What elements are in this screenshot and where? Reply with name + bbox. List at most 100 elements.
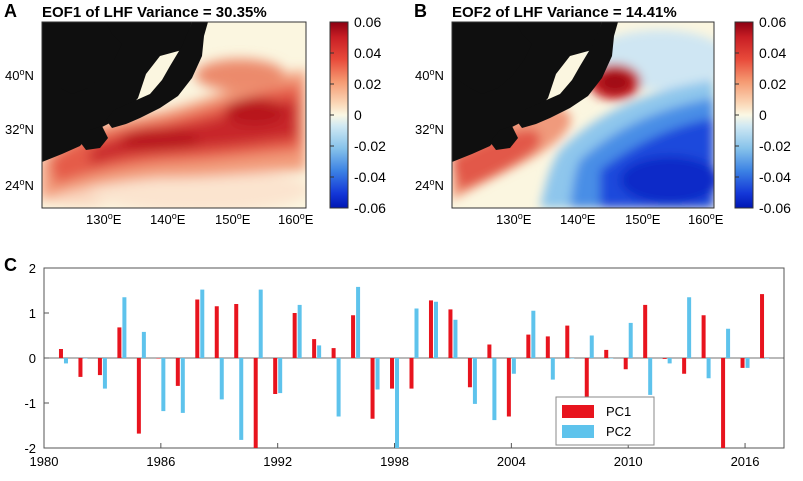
bar-pc1-2016 bbox=[740, 358, 745, 368]
bar-pc2-2012 bbox=[667, 358, 672, 364]
legend-label-pc2: PC2 bbox=[606, 424, 631, 439]
lat-label-24n-b: 24oN bbox=[415, 177, 444, 193]
lat-label-24n: 24oN bbox=[5, 177, 34, 193]
lon-label-150e-b: 150oE bbox=[625, 211, 661, 227]
colorbar-a-tick-label: 0.06 bbox=[354, 14, 381, 30]
x-tick-label: 1992 bbox=[263, 454, 292, 469]
x-tick-label: 2004 bbox=[497, 454, 526, 469]
bar-pc1-1986 bbox=[156, 358, 161, 359]
bar-pc2-1989 bbox=[219, 358, 224, 400]
bar-pc1-1983 bbox=[97, 358, 102, 376]
colorbar-a-tick-label: 0.04 bbox=[354, 45, 381, 61]
y-tick-label: 2 bbox=[29, 261, 36, 276]
bar-pc2-1987 bbox=[180, 358, 185, 413]
bar-pc2-1984 bbox=[122, 297, 127, 358]
bar-pc2-2015 bbox=[726, 328, 731, 358]
bar-pc1-1995 bbox=[331, 348, 336, 358]
lon-label-130e-b: 130oE bbox=[496, 211, 532, 227]
bar-pc1-2001 bbox=[448, 309, 453, 358]
bar-pc2-2005 bbox=[531, 310, 536, 358]
bar-pc1-2002 bbox=[467, 358, 472, 388]
bar-pc1-1996 bbox=[351, 315, 356, 358]
lon-label-160e-b: 160oE bbox=[688, 211, 724, 227]
legend: PC1 PC2 bbox=[555, 396, 655, 446]
bar-pc1-2015 bbox=[721, 358, 726, 448]
colorbar-b-tick-label: -0.02 bbox=[759, 138, 791, 154]
y-tick-label: -2 bbox=[24, 441, 36, 456]
bar-pc1-1997 bbox=[370, 358, 375, 419]
bar-pc2-1991 bbox=[258, 289, 263, 358]
colorbar-a-tick-label: -0.04 bbox=[354, 169, 386, 185]
bar-pc1-2013 bbox=[682, 358, 687, 374]
bar-pc2-2017 bbox=[765, 358, 770, 359]
pc-bars bbox=[58, 286, 770, 448]
y-tick-label: 0 bbox=[29, 351, 36, 366]
lat-label-32n-b: 32oN bbox=[415, 121, 444, 137]
bar-pc1-1994 bbox=[312, 339, 317, 358]
bar-pc2-1990 bbox=[239, 358, 244, 440]
colorbar-b-tick-label: -0.06 bbox=[759, 200, 791, 216]
bar-pc2-1988 bbox=[200, 289, 205, 358]
bar-pc1-1989 bbox=[214, 306, 219, 358]
bar-pc2-1997 bbox=[375, 358, 380, 390]
colorbar-b-tick-label: 0.06 bbox=[759, 14, 786, 30]
bar-pc2-2007 bbox=[570, 358, 575, 359]
bar-pc1-2009 bbox=[604, 349, 609, 358]
bar-pc1-1998 bbox=[390, 358, 395, 389]
colorbar-b-tick-label: 0.04 bbox=[759, 45, 786, 61]
bar-pc2-1993 bbox=[297, 304, 302, 358]
legend-label-pc1: PC1 bbox=[606, 404, 631, 419]
bar-pc1-2006 bbox=[545, 336, 550, 358]
bar-pc2-1985 bbox=[141, 331, 146, 358]
x-tick-label: 1998 bbox=[380, 454, 409, 469]
bar-pc1-2017 bbox=[760, 294, 765, 358]
colorbar-a-tick-label: 0.02 bbox=[354, 76, 381, 92]
bar-pc2-2001 bbox=[453, 319, 458, 358]
bar-pc1-1993 bbox=[292, 313, 297, 358]
x-tick-label: 2010 bbox=[614, 454, 643, 469]
bar-pc1-1999 bbox=[409, 358, 414, 389]
bar-pc1-2007 bbox=[565, 325, 570, 358]
lon-label-160e: 160oE bbox=[278, 211, 314, 227]
lon-label-150e: 150oE bbox=[215, 211, 251, 227]
x-tick-label: 2016 bbox=[731, 454, 760, 469]
bar-pc2-2008 bbox=[589, 335, 594, 358]
bar-pc1-2014 bbox=[701, 315, 706, 358]
bar-pc2-1981 bbox=[63, 358, 68, 364]
bar-pc2-2014 bbox=[706, 358, 711, 379]
bar-pc2-1999 bbox=[414, 308, 419, 358]
bar-pc1-1990 bbox=[234, 304, 239, 358]
bar-pc1-1982 bbox=[78, 358, 83, 377]
panel-c-letter: C bbox=[4, 255, 17, 275]
bar-pc2-2011 bbox=[648, 358, 653, 395]
legend-swatch-pc1 bbox=[562, 405, 594, 418]
lon-label-140e-b: 140oE bbox=[560, 211, 596, 227]
bar-pc2-1998 bbox=[395, 358, 400, 448]
lon-label-130e: 130oE bbox=[86, 211, 122, 227]
bar-pc2-2016 bbox=[745, 358, 750, 368]
bar-pc2-1982 bbox=[83, 358, 88, 359]
colorbar-b-ticks: 0.06 0.04 0.02 0 -0.02 -0.04 -0.06 bbox=[735, 14, 791, 216]
bar-pc1-1981 bbox=[58, 349, 63, 358]
bar-pc1-2003 bbox=[487, 344, 492, 358]
bar-pc2-1983 bbox=[102, 358, 107, 389]
colorbar-b-tick-label: -0.04 bbox=[759, 169, 791, 185]
bar-pc1-1985 bbox=[136, 358, 141, 434]
x-tick-label: 1986 bbox=[146, 454, 175, 469]
bar-pc2-2006 bbox=[550, 358, 555, 380]
bar-pc2-2003 bbox=[492, 358, 497, 421]
colorbar-a-tick-label: 0 bbox=[354, 107, 362, 123]
panel-a-title: EOF1 of LHF Variance = 30.35% bbox=[42, 4, 267, 21]
bar-pc1-2000 bbox=[428, 300, 433, 358]
bar-pc1-2005 bbox=[526, 334, 531, 358]
bar-pc1-1984 bbox=[117, 327, 122, 358]
panel-b: B EOF2 of LHF Variance = 14.41% 40oN 32o… bbox=[414, 1, 791, 227]
panel-b-letter: B bbox=[414, 1, 427, 21]
colorbar-a-tick-label: -0.02 bbox=[354, 138, 386, 154]
legend-swatch-pc2 bbox=[562, 425, 594, 438]
bar-pc1-2010 bbox=[623, 358, 628, 370]
bar-pc2-1996 bbox=[356, 286, 361, 358]
